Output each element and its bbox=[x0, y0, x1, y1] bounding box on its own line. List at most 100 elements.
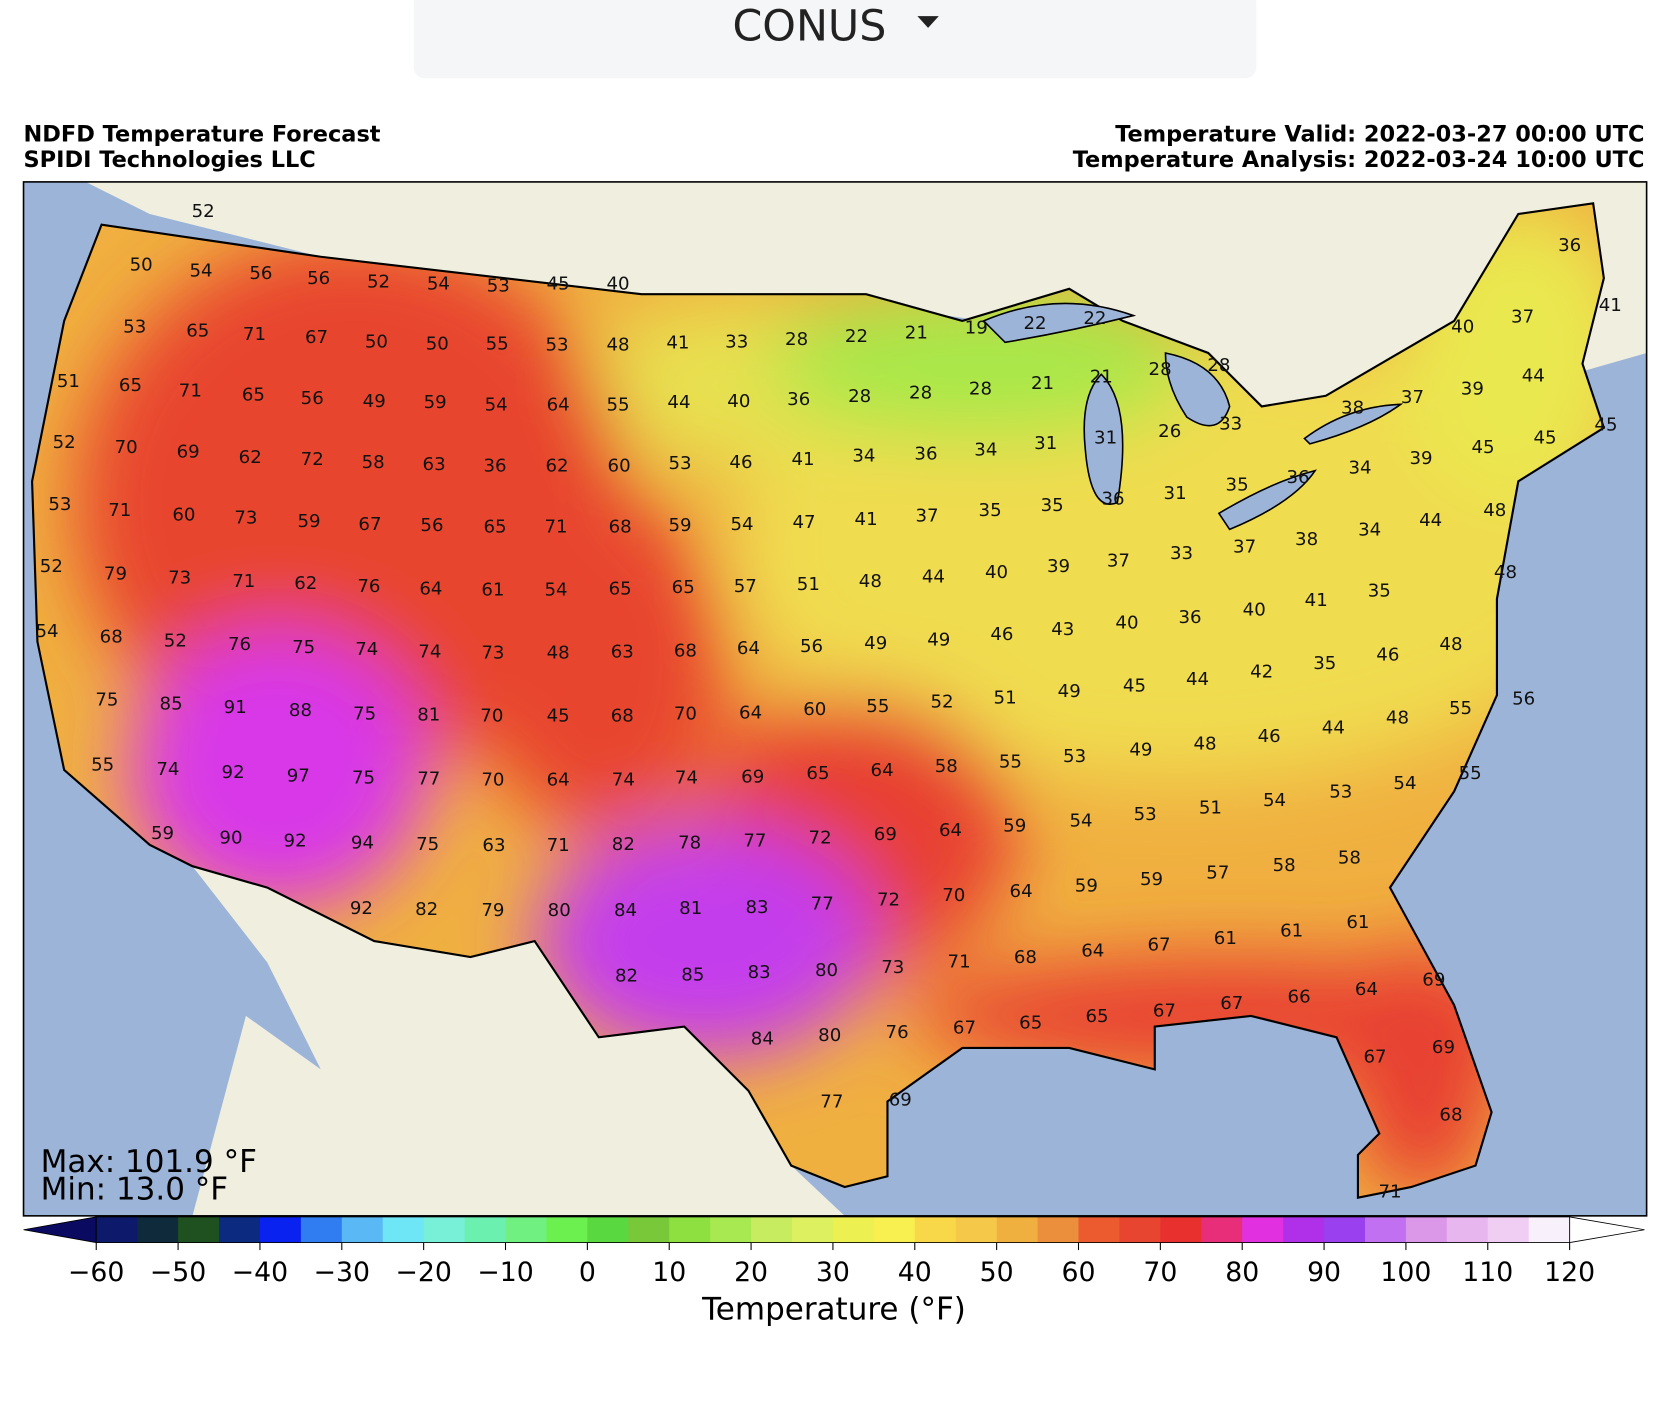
colorbar-tick-label: 70 bbox=[1143, 1257, 1177, 1288]
station-temperature: 46 bbox=[1258, 726, 1281, 747]
station-temperature: 55 bbox=[999, 751, 1022, 772]
station-temperature: 76 bbox=[886, 1022, 909, 1043]
station-temperature: 70 bbox=[942, 885, 965, 906]
station-temperature: 56 bbox=[420, 515, 443, 536]
station-temperature: 73 bbox=[234, 508, 257, 529]
colorbar-tick-label: −20 bbox=[395, 1257, 451, 1288]
station-temperature: 52 bbox=[930, 692, 953, 713]
station-temperature: 68 bbox=[1439, 1104, 1462, 1125]
station-temperature: 90 bbox=[219, 827, 242, 848]
station-temperature: 50 bbox=[365, 331, 388, 352]
station-temperature: 56 bbox=[249, 263, 272, 284]
colorbar-bin bbox=[832, 1216, 875, 1243]
station-temperature: 26 bbox=[1158, 421, 1181, 442]
station-temperature: 22 bbox=[1083, 308, 1106, 329]
station-temperature: 46 bbox=[729, 452, 752, 473]
station-temperature: 66 bbox=[1288, 987, 1311, 1008]
station-temperature: 69 bbox=[741, 766, 764, 787]
station-temperature: 49 bbox=[1058, 681, 1081, 702]
dropdown-caret[interactable] bbox=[917, 16, 939, 28]
station-temperature: 53 bbox=[1134, 804, 1157, 825]
station-temperature: 52 bbox=[164, 631, 187, 652]
station-temperature: 74 bbox=[612, 770, 635, 791]
station-temperature: 71 bbox=[547, 835, 570, 856]
station-temperature: 19 bbox=[965, 317, 988, 338]
station-temperature: 61 bbox=[481, 579, 504, 600]
station-temperature: 33 bbox=[1219, 414, 1242, 435]
station-temperature: 48 bbox=[859, 571, 882, 592]
station-temperature: 36 bbox=[914, 444, 937, 465]
colorbar-bin bbox=[1528, 1216, 1571, 1243]
station-temperature: 50 bbox=[130, 254, 153, 275]
station-temperature: 68 bbox=[1014, 947, 1037, 968]
station-temperature: 49 bbox=[1129, 740, 1152, 761]
station-temperature: 55 bbox=[486, 333, 509, 354]
station-temperature: 48 bbox=[547, 642, 570, 663]
station-temperature: 64 bbox=[871, 760, 894, 781]
station-temperature: 80 bbox=[818, 1025, 841, 1046]
region-label[interactable]: CONUS bbox=[732, 2, 886, 52]
station-temperature: 52 bbox=[53, 432, 76, 453]
station-temperature: 36 bbox=[1286, 467, 1309, 488]
station-temperature: 59 bbox=[1003, 816, 1026, 837]
station-temperature: 62 bbox=[546, 455, 569, 476]
map: 52 50 54 56 56 52 54 53 45 40 53 65 71 67 50 50 55 53 48 41… bbox=[22, 181, 1648, 1217]
station-temperature: 59 bbox=[424, 392, 447, 413]
colorbar-bin bbox=[1446, 1216, 1489, 1243]
station-temperature: 34 bbox=[974, 439, 997, 460]
station-temperature: 65 bbox=[242, 385, 265, 406]
station-temperature: 45 bbox=[547, 706, 570, 727]
station-temperature: 64 bbox=[419, 578, 442, 599]
station-temperature: 36 bbox=[483, 455, 506, 476]
station-temperature: 64 bbox=[547, 394, 570, 415]
colorbar-over bbox=[1569, 1216, 1645, 1244]
station-temperature: 71 bbox=[232, 571, 255, 592]
station-temperature: 55 bbox=[91, 755, 114, 776]
station-temperature: 67 bbox=[953, 1018, 976, 1039]
station-temperature: 77 bbox=[811, 894, 834, 915]
colorbar-bin bbox=[628, 1216, 670, 1243]
station-temperature: 44 bbox=[667, 392, 690, 413]
station-temperature: 54 bbox=[35, 621, 58, 642]
station-temperature: 64 bbox=[1010, 881, 1033, 902]
station-temperature: 22 bbox=[845, 326, 868, 347]
station-temperature: 55 bbox=[866, 696, 889, 717]
colorbar-bin bbox=[178, 1216, 220, 1243]
station-temperature: 55 bbox=[1459, 763, 1482, 784]
station-temperature: 52 bbox=[40, 556, 63, 577]
station-temperature: 48 bbox=[1483, 500, 1506, 521]
region-dropdown[interactable] bbox=[413, 0, 1257, 79]
station-temperature: 71 bbox=[544, 516, 567, 537]
station-temperature: 45 bbox=[1123, 676, 1146, 697]
station-temperature: 48 bbox=[1439, 634, 1462, 655]
station-temperature: 65 bbox=[609, 578, 632, 599]
station-temperature: 28 bbox=[969, 378, 992, 399]
station-temperature: 39 bbox=[1409, 448, 1432, 469]
station-temperature: 59 bbox=[297, 511, 320, 532]
station-temperature: 28 bbox=[848, 386, 871, 407]
station-temperature: 22 bbox=[1023, 313, 1046, 334]
station-temperature: 68 bbox=[611, 706, 634, 727]
station-temperature: 34 bbox=[852, 446, 875, 467]
station-temperature: 76 bbox=[228, 634, 251, 655]
station-temperature: 54 bbox=[1393, 773, 1416, 794]
station-temperature: 21 bbox=[1090, 367, 1113, 388]
colorbar-bin bbox=[1242, 1216, 1284, 1243]
station-temperature: 53 bbox=[1063, 746, 1086, 767]
station-temperature: 21 bbox=[905, 323, 928, 344]
station-temperature: 67 bbox=[305, 327, 328, 348]
station-temperature: 44 bbox=[1186, 669, 1209, 690]
colorbar-tick-label: −10 bbox=[477, 1257, 533, 1288]
max-temperature: Max: 101.9 °F bbox=[41, 1144, 257, 1180]
station-temperature: 94 bbox=[351, 833, 374, 854]
station-temperature: 65 bbox=[1019, 1012, 1042, 1033]
colorbar-bin bbox=[1283, 1216, 1325, 1243]
station-temperature: 40 bbox=[985, 562, 1008, 583]
station-temperature: 35 bbox=[1041, 495, 1064, 516]
station-temperature: 36 bbox=[1558, 235, 1581, 256]
colorbar-label: Temperature (°F) bbox=[701, 1292, 966, 1328]
colorbar-bin bbox=[996, 1216, 1039, 1243]
station-temperature: 36 bbox=[1178, 607, 1201, 628]
station-temperature: 49 bbox=[927, 630, 950, 651]
station-temperature: 79 bbox=[104, 563, 127, 584]
